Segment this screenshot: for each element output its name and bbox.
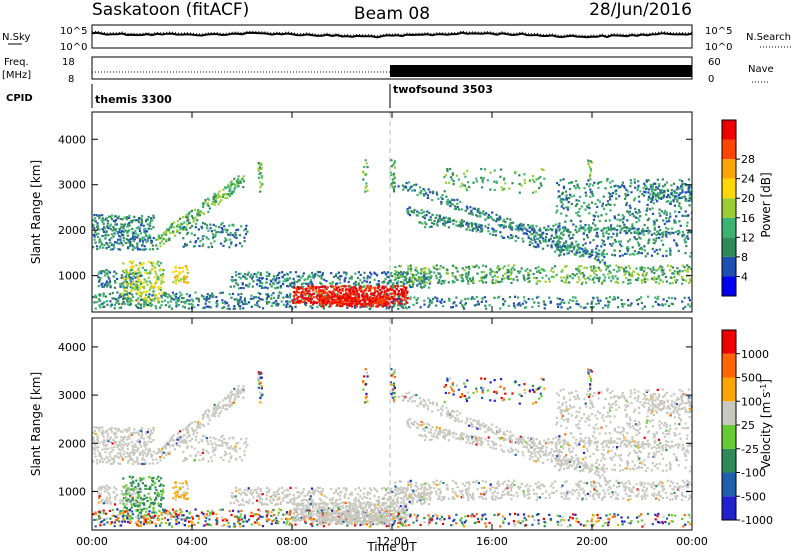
beam-title: Beam 08 [354,4,430,24]
noise-right-tick-bottom: 10^0 [705,42,732,53]
velocity-colorbar-tick: 25 [741,419,755,432]
freq-label-top: Freq. [4,57,29,68]
velocity-colorbar-swatch [722,425,736,449]
station-title: Saskatoon (fitACF) [92,0,249,20]
velocity-colorbar-swatch [722,473,736,497]
noise-left-tick-top: 10^5 [60,26,87,37]
nave-tick-top: 60 [708,57,721,68]
power-panel: 1000 2000 3000 4000 Slant Range [km] [29,112,696,312]
power-colorbar-tick: 16 [741,212,755,225]
velocity-colorbar-tick: -500 [741,490,766,503]
velocity-x-tick: 20:00 [576,535,608,548]
power-colorbar-swatch [722,140,736,160]
cpid-segment-2: twofsound 3503 [393,83,493,96]
power-colorbar-tick: 12 [741,231,755,244]
velocity-x-tick: 08:00 [276,535,308,548]
noise-sky-label: N.Sky [2,32,30,43]
velocity-y-tick: 4000 [58,341,86,354]
power-colorbar-swatch [722,159,736,179]
power-colorbar-tick: 28 [741,153,755,166]
velocity-y-tick: 1000 [58,485,86,498]
power-colorbar-swatch [722,276,736,296]
velocity-colorbar-swatch [722,496,736,520]
velocity-colorbar-swatch [722,449,736,473]
freq-label-bottom: [MHz] [2,70,31,81]
noise-right-tick-top: 10^5 [705,26,732,37]
power-y-tick: 1000 [58,270,86,283]
velocity-colorbar-swatch [722,401,736,425]
power-colorbar-swatch [722,218,736,238]
power-ylabel: Slant Range [km] [29,160,43,264]
power-colorbar-swatch [722,237,736,257]
velocity-colorbar-swatch [722,378,736,402]
noise-search-label: N.Search [746,32,791,43]
velocity-colorbar-label: Velocity [m s-1] [759,379,774,469]
velocity-colorbar-tick: 1000 [741,348,769,361]
power-colorbar-swatch [722,257,736,277]
velocity-y-tick: 2000 [58,437,86,450]
nave-block [390,65,692,77]
power-colorbar-swatch [722,198,736,218]
velocity-x-tick: 04:00 [176,535,208,548]
power-y-tick: 3000 [58,179,86,192]
velocity-x-tick: 16:00 [476,535,508,548]
velocity-colorbar-swatch [722,330,736,354]
power-colorbar-swatch [722,179,736,199]
freq-tick-bottom: 8 [68,74,74,85]
power-colorbar-tick: 4 [741,270,748,283]
cpid-panel: themis 3300 twofsound 3503 [92,83,493,108]
velocity-x-tick: 00:00 [76,535,108,548]
freq-tick-top: 18 [62,57,75,68]
noise-left-tick-bottom: 10^0 [60,42,87,53]
velocity-colorbar-swatch [722,354,736,378]
power-colorbar-tick: 24 [741,173,755,186]
power-colorbar-tick: 8 [741,251,748,264]
noise-sky-line [92,33,692,38]
power-colorbar: 4 8 12 16 20 24 28 Power [dB] [722,120,773,296]
power-colorbar-tick: 20 [741,192,755,205]
power-y-tick: 2000 [58,224,86,237]
velocity-colorbar-tick: -25 [741,443,759,456]
noise-panel: N.Sky 10^5 10^0 10^5 10^0 N.Search [2,25,792,53]
velocity-ylabel: Slant Range [km] [29,372,43,476]
nave-tick-bottom: 0 [708,74,714,85]
cpid-segment-1: themis 3300 [95,93,172,106]
velocity-colorbar-tick: -1000 [741,514,773,527]
power-colorbar-swatch [722,120,736,140]
velocity-x-tick: 00:00 [676,535,708,548]
power-y-tick: 4000 [58,133,86,146]
nave-label: Nave [748,64,774,75]
power-colorbar-label: Power [dB] [759,172,773,237]
date-title: 28/Jun/2016 [589,0,692,20]
time-xlabel: Time UT [366,540,417,554]
cpid-label: CPID [6,93,33,104]
velocity-y-tick: 3000 [58,389,86,402]
